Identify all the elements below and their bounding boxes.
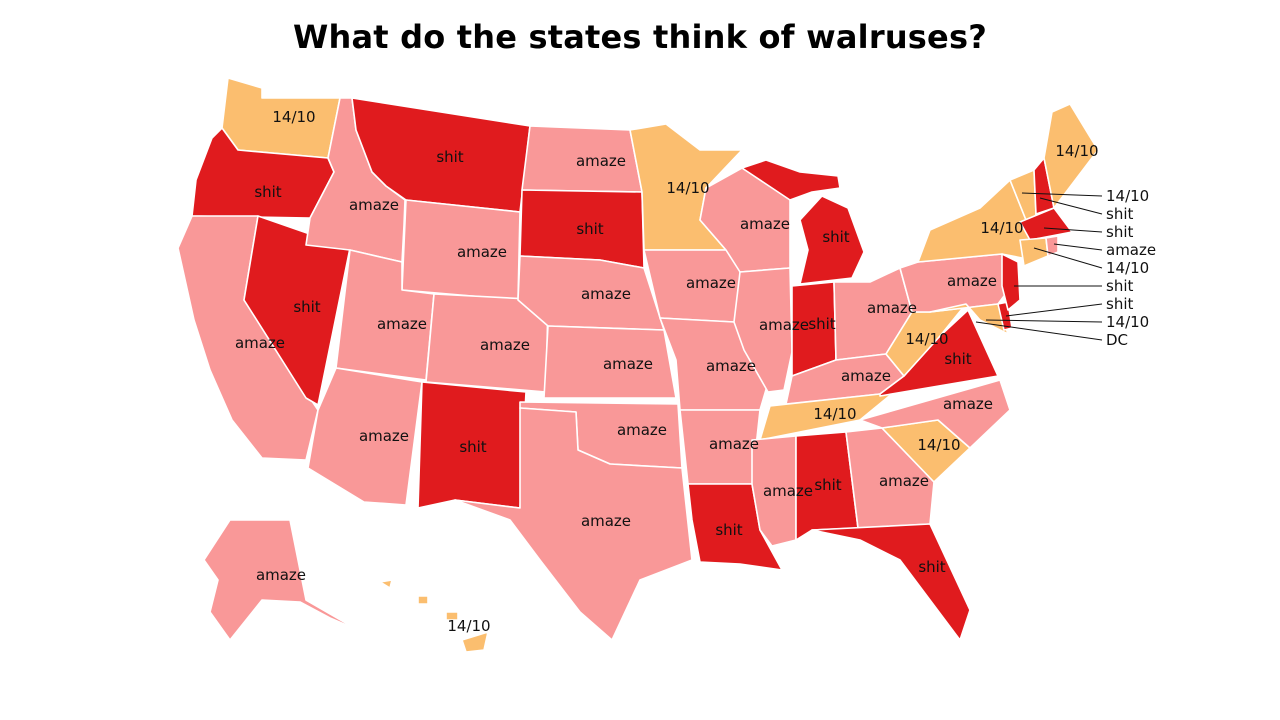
callout-leader-CT xyxy=(1033,247,1103,269)
label-MT: shit xyxy=(436,148,463,166)
label-FL: shit xyxy=(918,558,945,576)
callout-leader-VT xyxy=(1021,192,1103,197)
label-NE: amaze xyxy=(581,285,631,303)
state-CT[interactable] xyxy=(1019,237,1049,267)
callout-label-CT: 14/10 xyxy=(1106,259,1149,277)
label-TN: 14/10 xyxy=(813,405,856,423)
label-LA: shit xyxy=(715,521,742,539)
label-NM: shit xyxy=(459,438,486,456)
label-OH: amaze xyxy=(867,299,917,317)
state-TN[interactable] xyxy=(759,383,905,441)
label-IA: amaze xyxy=(686,274,736,292)
state-TX[interactable] xyxy=(454,407,693,641)
label-TX: amaze xyxy=(581,512,631,530)
label-GA: amaze xyxy=(879,472,929,490)
state-HI[interactable] xyxy=(461,631,489,653)
label-ME: 14/10 xyxy=(1055,142,1098,160)
state-HI-islet-2 xyxy=(417,595,429,605)
callout-leader-DC xyxy=(975,321,1103,341)
state-IL[interactable] xyxy=(733,267,793,393)
callout-leader-RI xyxy=(1053,243,1103,251)
label-AK: amaze xyxy=(256,566,306,584)
label-HI: 14/10 xyxy=(447,617,490,635)
state-KS[interactable] xyxy=(543,325,677,399)
label-OR: shit xyxy=(254,183,281,201)
state-GA[interactable] xyxy=(845,427,935,529)
label-AZ: amaze xyxy=(359,427,409,445)
label-KY: amaze xyxy=(841,367,891,385)
state-AK[interactable] xyxy=(203,519,359,641)
callout-label-RI: amaze xyxy=(1106,241,1156,259)
label-CO: amaze xyxy=(480,336,530,354)
state-NC[interactable] xyxy=(859,379,1011,449)
label-SC: 14/10 xyxy=(917,436,960,454)
callout-leader-MD xyxy=(985,319,1103,323)
state-MD[interactable] xyxy=(929,303,1009,335)
state-RI[interactable] xyxy=(1045,235,1059,257)
callout-label-MA: shit xyxy=(1106,223,1133,241)
callout-leader-NH xyxy=(1039,197,1103,215)
callout-label-DE: shit xyxy=(1106,295,1133,313)
state-HI-islet-3 xyxy=(445,611,459,621)
state-MI-upper[interactable] xyxy=(741,159,841,201)
label-WY: amaze xyxy=(457,243,507,261)
label-NV: shit xyxy=(293,298,320,316)
label-VA: shit xyxy=(944,350,971,368)
callout-label-NH: shit xyxy=(1106,205,1133,223)
state-ME[interactable] xyxy=(1043,103,1099,209)
state-HI-islet-1 xyxy=(379,579,393,589)
label-UT: amaze xyxy=(377,315,427,333)
label-ID: amaze xyxy=(349,196,399,214)
callout-label-NJ: shit xyxy=(1106,277,1133,295)
label-WV: 14/10 xyxy=(905,330,948,348)
label-AL: shit xyxy=(814,476,841,494)
callout-leader-DE xyxy=(1005,303,1103,317)
state-MI[interactable] xyxy=(799,195,865,285)
label-MI: shit xyxy=(822,228,849,246)
label-IL: amaze xyxy=(759,316,809,334)
label-KS: amaze xyxy=(603,355,653,373)
label-OK: amaze xyxy=(617,421,667,439)
label-ND: amaze xyxy=(576,152,626,170)
label-PA: amaze xyxy=(947,272,997,290)
label-IN: shit xyxy=(808,315,835,333)
callout-label-MD: 14/10 xyxy=(1106,313,1149,331)
map-title: What do the states think of walruses? xyxy=(293,18,987,56)
label-MS: amaze xyxy=(763,482,813,500)
label-WI: amaze xyxy=(740,215,790,233)
label-NC: amaze xyxy=(943,395,993,413)
state-MA[interactable] xyxy=(1019,207,1073,241)
northeast-callouts: 14/10 shit shit amaze 14/10 shit shit 14… xyxy=(975,187,1156,349)
label-CA: amaze xyxy=(235,334,285,352)
label-MO: amaze xyxy=(706,357,756,375)
label-WA: 14/10 xyxy=(272,108,315,126)
label-AR: amaze xyxy=(709,435,759,453)
callout-label-DC: DC xyxy=(1106,331,1128,349)
callout-label-VT: 14/10 xyxy=(1106,187,1149,205)
label-NY: 14/10 xyxy=(980,219,1023,237)
state-NJ[interactable] xyxy=(1001,253,1021,311)
label-SD: shit xyxy=(576,220,603,238)
label-MN: 14/10 xyxy=(666,179,709,197)
callout-leader-MA xyxy=(1043,227,1103,233)
state-FL[interactable] xyxy=(811,523,971,641)
